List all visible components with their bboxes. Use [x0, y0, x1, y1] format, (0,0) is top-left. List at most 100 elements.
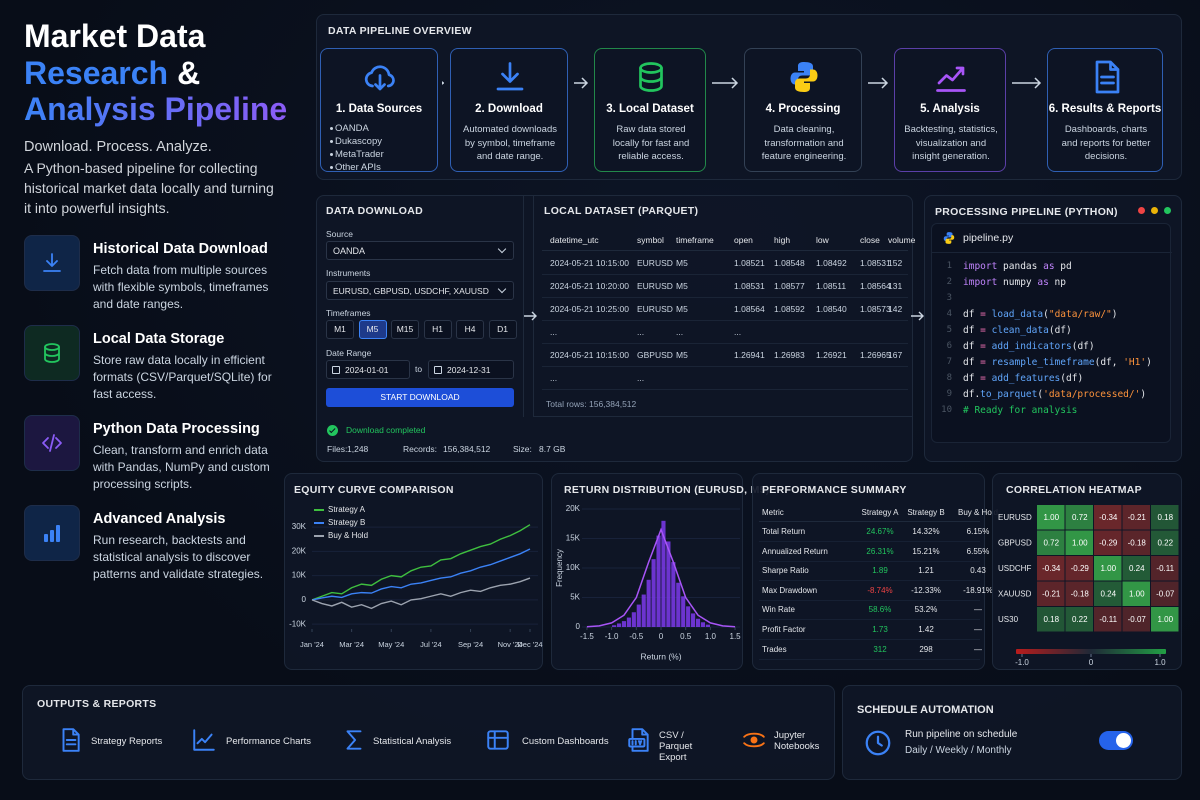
table-cell: ... [550, 373, 558, 383]
date-input[interactable]: 2024-12-31 [428, 360, 514, 379]
step-text: Backtesting, statistics, visualization a… [904, 124, 998, 162]
row-divider [542, 366, 908, 367]
table-cell: 167 [888, 350, 903, 360]
table-cell: 1.08521 [734, 258, 765, 268]
icon-part [631, 740, 643, 746]
code-token: = [980, 309, 986, 320]
timeframe-button[interactable]: M15 [391, 320, 419, 339]
code-token: df [963, 373, 981, 384]
icon [44, 525, 60, 542]
code-token: (df) [1060, 373, 1084, 384]
table-cell: 14.32% [912, 527, 940, 536]
table-cell: 298 [919, 644, 933, 654]
table-cell: 1.42 [918, 625, 934, 634]
code-token: add_features [991, 373, 1061, 384]
code-token: clean_data [991, 325, 1049, 336]
bullet [330, 166, 333, 169]
arrow-line [911, 311, 924, 321]
output-label: Jupyter Notebooks [774, 730, 820, 752]
code-line: df = load_data("data/raw/") [963, 309, 1118, 320]
step-text: Automated downloads by symbol, timeframe… [462, 124, 557, 162]
icon [743, 732, 765, 748]
icon-part [44, 534, 48, 542]
code-line: df = add_features(df) [963, 373, 1083, 384]
icon [943, 232, 955, 244]
table-cell: 1.08548 [774, 258, 805, 268]
table-cell: — [974, 625, 982, 634]
date-separator: to [415, 364, 423, 374]
line-number: 6 [946, 341, 952, 351]
icon-part [56, 525, 60, 542]
table-cell: 1.08573 [860, 304, 891, 314]
arrow [524, 311, 537, 321]
icon-part [487, 730, 509, 750]
table-cell: 1.08592 [774, 304, 805, 314]
icon [639, 62, 663, 92]
code-token: pandas [997, 261, 1044, 272]
row-divider [759, 521, 980, 522]
schedule-toggle[interactable] [1099, 731, 1133, 750]
bullet [330, 127, 333, 130]
icon-part [639, 62, 663, 74]
icon-part [50, 530, 54, 542]
timeframe-button[interactable]: M5 [358, 320, 387, 339]
hero-title: Research [24, 55, 169, 91]
code-token: df [963, 341, 981, 352]
code-token: ( [1043, 309, 1049, 320]
table-cell: 1.26941 [734, 350, 765, 360]
line-number: 8 [946, 373, 952, 383]
line-number: 2 [946, 277, 952, 287]
code-line: import pandas as pd [963, 261, 1072, 272]
code-token: # Ready for analysis [963, 405, 1078, 416]
table-cell: 1.73 [872, 625, 888, 634]
code-token: ( [1037, 389, 1044, 400]
icon-part [496, 62, 524, 91]
table-cell: EURUSD [637, 304, 673, 314]
timeframe-button[interactable]: D1 [488, 320, 517, 339]
schedule-frequency: Daily / Weekly / Monthly [905, 745, 1012, 756]
pipeline-step: 4. Processing Data cleaning, transformati… [744, 48, 862, 172]
select[interactable]: OANDA [326, 241, 514, 260]
code-token: df. [963, 389, 981, 400]
column-header: high [774, 235, 791, 245]
icon-part [1095, 60, 1120, 94]
step-title: 1. Data Sources [335, 103, 423, 115]
icon [865, 730, 891, 756]
feature-title: Advanced Analysis [93, 511, 226, 527]
select[interactable]: EURUSD, GBPUSD, USDCHF, XAUUSD [326, 281, 514, 300]
arrow [442, 80, 445, 86]
download-form: DATA DOWNLOAD Source OANDA Instruments EURUS… [316, 195, 524, 417]
bullet [330, 153, 333, 156]
field-label: Instruments [326, 268, 371, 278]
timeframe-button[interactable]: H4 [456, 320, 484, 339]
icon [790, 62, 818, 92]
icon-part [639, 66, 663, 92]
step-text: Data cleaning, transformation and featur… [761, 124, 847, 162]
panel: CORRELATION HEATMAP [992, 473, 1182, 670]
date-input[interactable]: 2024-01-01 [326, 360, 410, 379]
feature-icon [24, 235, 80, 291]
column-header: Strategy A [861, 508, 899, 517]
pipeline-step: 2. Download Automated downloads by symbol… [450, 48, 568, 172]
table-cell: 1.89 [872, 566, 888, 576]
row-divider [759, 599, 980, 601]
table-cell: 1.08577 [774, 281, 805, 291]
hero-description: A Python-based pipeline for collecting h… [24, 160, 274, 216]
start-download-button[interactable]: START DOWNLOAD [326, 388, 514, 407]
table-cell: 131 [888, 281, 903, 291]
table-cell: M5 [676, 258, 688, 268]
download-stat: 8.7 GB [539, 444, 566, 454]
pipeline-step: 5. Analysis Backtesting, statistics, visu… [894, 48, 1006, 172]
row-divider [542, 297, 908, 298]
icon-part [936, 66, 966, 92]
timeframe-button[interactable]: M1 [326, 320, 354, 339]
timeframe-button[interactable]: H1 [423, 320, 452, 339]
code-token: (df) [1048, 325, 1072, 336]
table-cell: -18.91% [963, 585, 993, 595]
table-cell: -8.74% [867, 585, 893, 595]
step-item: OANDA [335, 123, 369, 134]
column-header: Buy & Hold [957, 508, 999, 517]
code-token: resample_timeframe [991, 357, 1095, 368]
table-cell: 1.08511 [816, 281, 847, 291]
icon [364, 65, 395, 91]
